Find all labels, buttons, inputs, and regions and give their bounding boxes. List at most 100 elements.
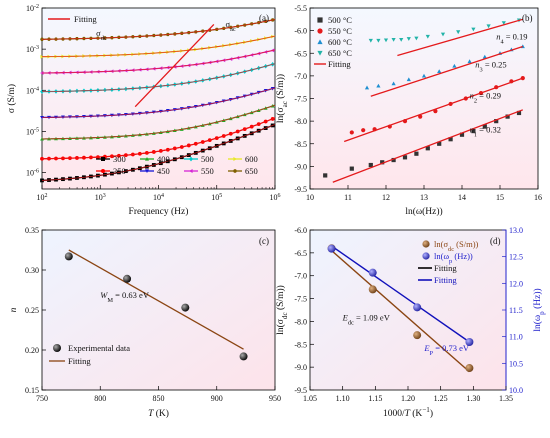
y-tick-label: -7.5 xyxy=(294,295,307,304)
y-tick-label: 10-3 xyxy=(26,45,39,54)
data-point-500 °C xyxy=(380,160,385,165)
legend-marker-550 °C xyxy=(317,28,323,34)
fit-line-omega-p xyxy=(331,245,470,343)
data-point-600 °C xyxy=(421,73,427,78)
n-label-4: n4 = 0.19 xyxy=(496,32,527,46)
fit-line-400 xyxy=(41,104,276,140)
data-point-omega-p xyxy=(465,338,474,346)
series-500 xyxy=(40,62,276,94)
legend-label-experimental: Experimental data xyxy=(68,343,130,353)
data-point-600 °C xyxy=(467,59,472,64)
data-point xyxy=(64,252,73,261)
data-point-omega-p xyxy=(368,268,377,277)
y-tick-label: -9.5 xyxy=(294,185,307,194)
fit-line-500 xyxy=(42,63,276,92)
y-tick-label: 0.30 xyxy=(25,266,39,275)
y-axis-label: σ (S/m) xyxy=(6,84,17,113)
x-tick-label: 12 xyxy=(382,193,390,202)
y-tick-label: -7.5 xyxy=(294,95,307,104)
data-point-500 °C xyxy=(437,141,442,146)
fit-line-650 °C xyxy=(397,18,523,57)
legend-fit-label: Fitting xyxy=(328,59,351,69)
legend-label-300: 300 xyxy=(113,154,126,164)
data-point-500 °C xyxy=(425,146,430,151)
y2-tick-label: 13.0 xyxy=(509,226,523,235)
legend-marker-550 xyxy=(189,169,193,173)
x-axis-label: T (K) xyxy=(148,408,169,419)
x-tick-label: 102 xyxy=(37,193,48,202)
legend-label-600: 600 xyxy=(245,154,258,164)
fit-line xyxy=(68,249,244,350)
fit-line-350 xyxy=(42,117,276,160)
legend-label-400: 400 xyxy=(157,154,170,164)
legend-fit-label-1: Fitting xyxy=(434,263,457,273)
data-point-500 °C xyxy=(368,162,373,168)
series-450 xyxy=(40,87,276,120)
y-axis-label: ln(σdc (S/m)) xyxy=(275,285,289,335)
n-label-2: n2 = 0.29 xyxy=(470,91,501,105)
y-tick-label: 0.25 xyxy=(25,306,39,315)
x-tick-label: 850 xyxy=(153,394,165,403)
legend-marker-sigma-dc xyxy=(422,240,430,248)
legend-marker-omega-p xyxy=(422,252,430,260)
legend-label-550: 550 xyxy=(201,166,214,176)
data-point-650 °C xyxy=(471,27,476,32)
x-axis-label: Frequency (Hz) xyxy=(129,206,189,217)
data-point-500 °C xyxy=(516,110,522,116)
legend-marker-350 xyxy=(101,169,105,173)
y2-tick-label: 11.5 xyxy=(509,306,523,315)
panel-d-background xyxy=(310,230,506,390)
panel-d: 1.05 1.10 1.15 1.20 1.25 1.30 1.35 -9.5 -9.0 -8.5… xyxy=(275,226,546,419)
x-tick-label: 1.05 xyxy=(303,394,317,403)
series-350 xyxy=(40,117,276,161)
legend-marker-500 °C xyxy=(317,17,323,23)
y-axis-label: n xyxy=(9,307,19,312)
fit-line-450 xyxy=(41,87,276,118)
legend-marker-experimental xyxy=(53,344,61,352)
y2-tick-label: 12.5 xyxy=(509,253,523,262)
legend-label-500 °C: 500 °C xyxy=(328,15,352,25)
data-point-650 °C xyxy=(383,38,389,43)
data-point-500 °C xyxy=(391,157,396,163)
data-point-650 °C xyxy=(440,32,446,37)
x-tick-label: 14 xyxy=(458,193,466,202)
x-tick-label: 13 xyxy=(420,193,428,202)
data-point-300 xyxy=(40,178,44,183)
data-point-500 °C xyxy=(482,124,487,129)
y-tick-label: -7.0 xyxy=(294,72,307,81)
data-point-omega-p xyxy=(413,303,422,312)
data-point-500 °C xyxy=(471,128,476,134)
data-point-600 °C xyxy=(437,69,442,74)
y2-tick-label: 10.0 xyxy=(509,386,523,395)
data-point-600 °C xyxy=(406,77,411,82)
panel-b: n1 = 0.32 n2 = 0.29 n3 = 0.25 n4 = 0.19 10 11… xyxy=(275,4,542,217)
y2-tick-label: 12.0 xyxy=(509,279,523,288)
data-point-650 °C xyxy=(501,21,506,26)
data-point-550 xyxy=(40,71,44,75)
y-tick-label: 0.15 xyxy=(25,386,39,395)
data-point-650 °C xyxy=(391,37,396,42)
x-tick-label: 950 xyxy=(269,394,281,403)
x-tick-label: 105 xyxy=(211,193,222,202)
panel-label: (d) xyxy=(490,236,501,246)
series-650 °C xyxy=(368,18,523,57)
y-tick-label: -6.5 xyxy=(294,249,307,258)
sigma-dc-annotation: σdc xyxy=(96,28,107,42)
n-label-3: n3 = 0.25 xyxy=(475,60,506,74)
data-point-650 °C xyxy=(399,37,404,42)
x-tick-label: 900 xyxy=(211,394,223,403)
data-point-500 °C xyxy=(448,137,453,142)
fit-line-550 xyxy=(42,49,276,74)
data-point-600 °C xyxy=(376,83,381,88)
legend-label-500: 500 xyxy=(201,154,214,164)
ep-annotation: EP = 0.73 eV xyxy=(423,343,470,357)
legend-label-650: 650 xyxy=(245,166,258,176)
x-tick-label: 103 xyxy=(95,193,106,202)
panel-label: (b) xyxy=(522,13,533,23)
legend-marker-300 xyxy=(101,157,105,161)
data-point-sigma-dc xyxy=(413,331,422,340)
data-point-600 °C xyxy=(482,54,487,59)
data-point-500 °C xyxy=(414,151,419,156)
y2-axis-label: ln(ωp (Hz)) xyxy=(532,288,546,331)
x-tick-label: 16 xyxy=(534,193,542,202)
